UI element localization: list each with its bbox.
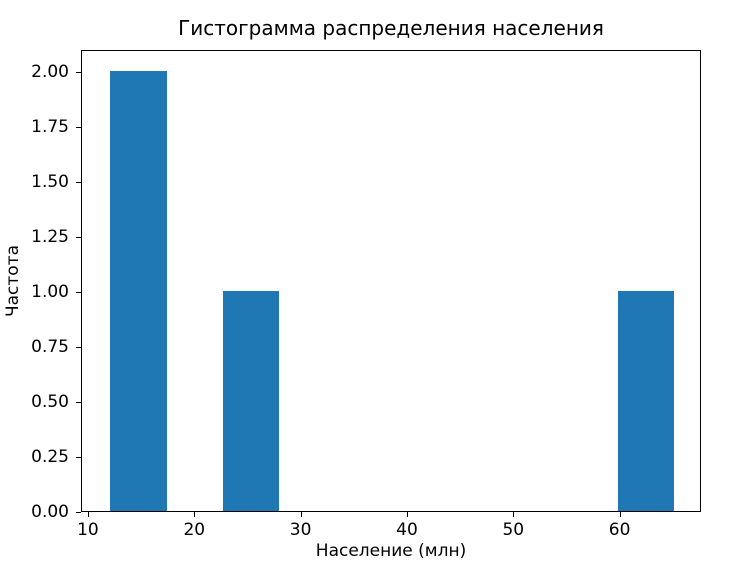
x-tick-label: 20 [183, 520, 206, 540]
y-tick-label: 0.50 [31, 392, 69, 412]
y-tick-label: 2.00 [31, 62, 69, 82]
x-tick-label: 60 [608, 520, 631, 540]
y-tick-label: 1.00 [31, 282, 69, 302]
y-tick-label: 0.75 [31, 337, 69, 357]
x-tick-label: 50 [502, 520, 525, 540]
x-axis: 10 20 30 40 50 60 [77, 512, 701, 562]
y-tick-label: 1.25 [31, 227, 69, 247]
chart-title: Гистограмма распределения населения [178, 16, 604, 40]
histogram-bar [110, 71, 167, 511]
histogram-bar [617, 291, 674, 511]
y-tick-label: 1.75 [31, 117, 69, 137]
y-tick-mark [76, 457, 81, 458]
y-axis-label: Частота [3, 244, 23, 318]
y-tick-mark [76, 127, 81, 128]
y-tick-mark [76, 237, 81, 238]
x-tick-label: 40 [396, 520, 418, 540]
x-tick-mark [407, 512, 408, 517]
histogram-bar [222, 291, 280, 511]
x-tick-mark [513, 512, 515, 517]
x-axis-label: Население (млн) [315, 541, 467, 561]
y-tick-mark [76, 347, 81, 348]
y-tick-mark [76, 292, 81, 293]
y-axis: 0.00 0.25 0.50 0.75 1.00 1.25 1.50 1.75 2.00 [0, 50, 81, 521]
y-tick-mark [76, 72, 81, 73]
plot-area [81, 50, 701, 512]
x-tick-mark [619, 512, 621, 517]
y-tick-label: 0.00 [31, 502, 69, 522]
x-tick-mark [194, 512, 196, 517]
x-tick-mark [300, 512, 302, 517]
x-tick-label: 10 [77, 520, 99, 540]
y-tick-mark [76, 182, 81, 183]
x-tick-label: 30 [289, 520, 312, 540]
x-tick-mark [87, 512, 89, 517]
y-tick-label: 0.25 [31, 447, 69, 467]
y-tick-mark [76, 512, 81, 513]
y-tick-mark [76, 402, 81, 403]
y-tick-label: 1.50 [31, 172, 69, 192]
